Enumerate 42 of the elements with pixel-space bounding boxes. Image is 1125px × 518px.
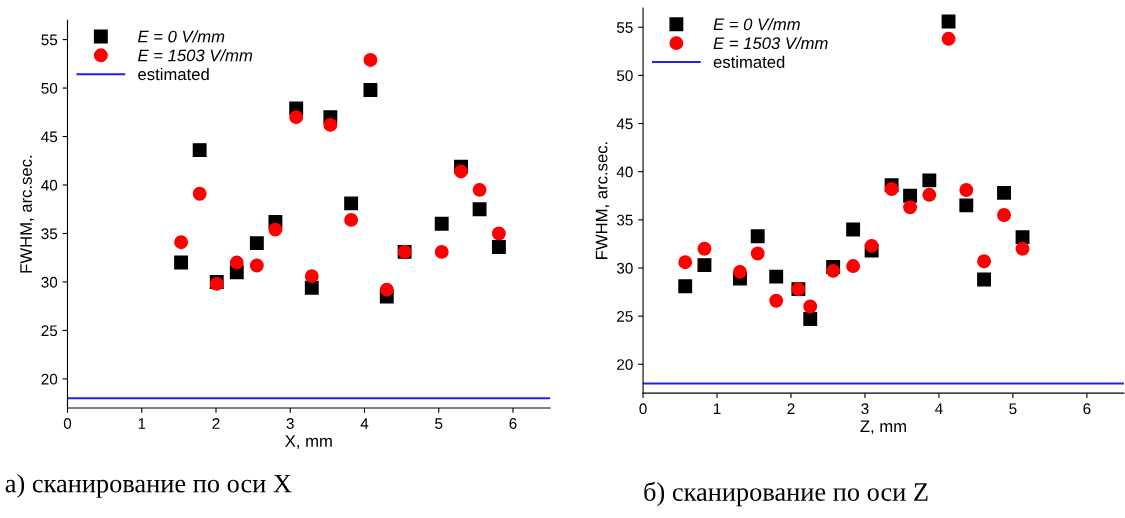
x-tick-label: 4 [935, 403, 943, 414]
x-tick-label: 2 [787, 403, 795, 414]
legend-label: E = 1503 V/mm [713, 36, 828, 50]
x-tick-label: 6 [1083, 403, 1091, 415]
y-tick-label: 25 [41, 325, 58, 337]
x-tick-label: 6 [509, 418, 517, 429]
y-axis-title: FWHM, arc.sec. [20, 155, 34, 273]
y-tick-label: 55 [41, 34, 58, 46]
legend-label: E = 0 V/mm [713, 17, 800, 31]
y-tick-label: 45 [41, 131, 58, 143]
y-tick-label: 30 [616, 262, 633, 274]
legend-label: E = 0 V/mm [138, 30, 225, 43]
x-tick-label: 2 [212, 418, 220, 429]
x-tick-label: 0 [639, 403, 647, 415]
legend-label: estimated [713, 55, 785, 68]
y-tick-label: 35 [41, 228, 58, 240]
y-tick-label: 25 [617, 310, 633, 322]
x-tick-label: 3 [286, 418, 294, 429]
y-tick-label: 45 [616, 118, 633, 130]
y-tick-label: 40 [616, 166, 633, 178]
x-tick-label: 4 [360, 418, 369, 429]
y-tick-label: 35 [616, 214, 633, 226]
y-tick-label: 50 [41, 82, 58, 94]
x-axis-title: Z, mm [860, 420, 906, 435]
y-tick-label: 50 [616, 70, 633, 82]
text: б) сканирование по оси Z [644, 481, 928, 507]
y-tick-label: 55 [616, 22, 633, 33]
x-tick-label: 0 [63, 418, 72, 429]
legend-label: estimated [138, 67, 209, 81]
y-tick-label: 20 [617, 359, 633, 370]
y-tick-label: 20 [41, 373, 58, 385]
y-tick-label: 30 [41, 276, 58, 288]
x-tick-label: 1 [713, 403, 721, 414]
legend-label: E = 1503 V/mm [138, 49, 253, 62]
y-axis-title: FWHM, arc.sec. [595, 142, 610, 259]
text: а) сканирование по оси X [5, 473, 292, 498]
x-tick-label: 3 [861, 403, 869, 415]
x-axis-title: X, mm [285, 435, 332, 449]
x-tick-label: 1 [138, 418, 146, 429]
x-tick-label: 5 [435, 418, 443, 429]
x-tick-label: 5 [1009, 403, 1017, 415]
y-tick-label: 40 [41, 179, 58, 191]
